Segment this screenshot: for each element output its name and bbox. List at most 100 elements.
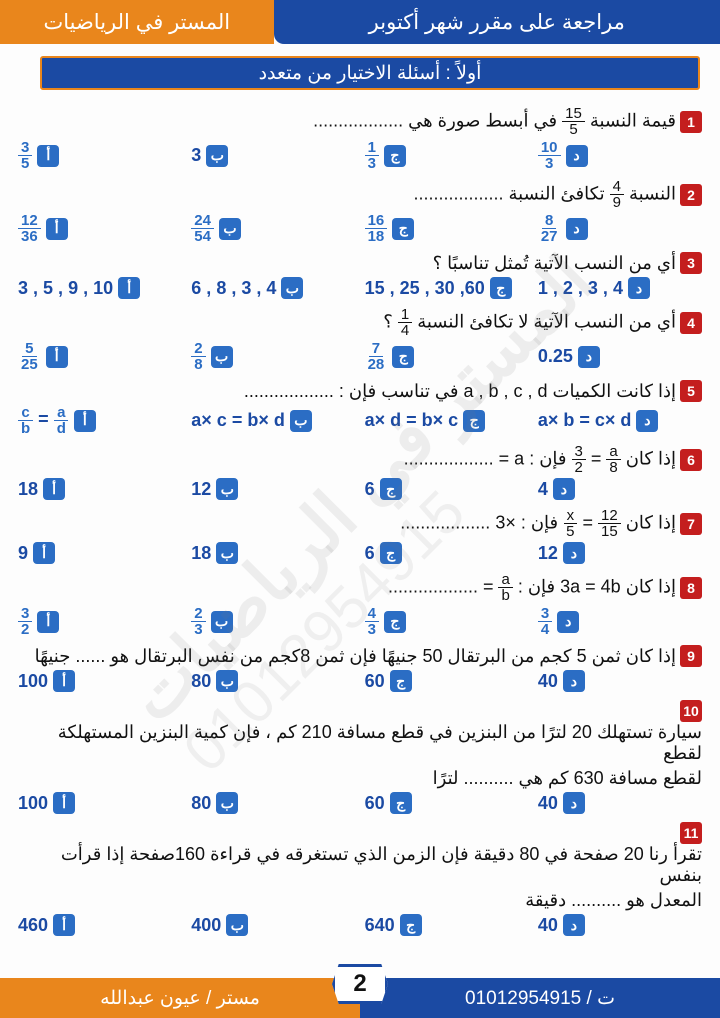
option[interactable]: دa× b = c× d: [538, 405, 702, 436]
option[interactable]: د34: [538, 606, 702, 637]
option-letter: د: [566, 145, 588, 167]
option-value: 28: [191, 341, 205, 372]
question-6: 6 إذا كان a8 = 32 فإن : a = ............…: [18, 444, 702, 475]
options-row-7: أ9 ب18 ج6 د12: [18, 542, 702, 564]
option-value: 12: [191, 479, 211, 500]
options-row-11: أ460 ب400 ج640 د40: [18, 914, 702, 936]
option[interactable]: أad = cb: [18, 405, 182, 436]
option[interactable]: أ100: [18, 792, 182, 814]
option-value: 4: [538, 479, 548, 500]
footer-left: ت / 01012954915: [360, 978, 720, 1018]
question-11: 11 تقرأ رنا 20 صفحة في 80 دقيقة فإن الزم…: [18, 822, 702, 886]
option-value: 9: [18, 543, 28, 564]
option-value: a× c = b× d: [191, 410, 285, 431]
question-text: النسبة 49 تكافئ النسبة .................…: [413, 179, 676, 210]
option[interactable]: ج728: [365, 341, 529, 372]
option-value: a× d = b× c: [365, 410, 459, 431]
question-10-cont: لقطع مسافة 630 كم هي .......... لترًا: [18, 768, 702, 789]
option[interactable]: ب400: [191, 914, 355, 936]
option-letter: ج: [463, 410, 485, 432]
option[interactable]: د40: [538, 792, 702, 814]
option-value: 827: [538, 213, 561, 244]
option[interactable]: ب23: [191, 606, 355, 637]
option[interactable]: ج60: [365, 670, 529, 692]
option[interactable]: ب2454: [191, 213, 355, 244]
options-row-3: أ10 , 9 , 5 , 3 ب4 , 3 , 8 , 6 ج60, 30 , 2…: [18, 277, 702, 299]
option-letter: ج: [384, 145, 406, 167]
option-letter: د: [563, 542, 585, 564]
options-row-4: أ525 ب 28 ج728 د0.25: [18, 341, 702, 372]
option[interactable]: د40: [538, 670, 702, 692]
option[interactable]: ب18: [191, 542, 355, 564]
option-letter: د: [557, 611, 579, 633]
option[interactable]: أ32: [18, 606, 182, 637]
option-letter: أ: [74, 410, 96, 432]
option[interactable]: د103: [538, 140, 702, 171]
option-letter: أ: [37, 611, 59, 633]
option[interactable]: ج1618: [365, 213, 529, 244]
option[interactable]: ب4 , 3 , 8 , 6: [191, 277, 355, 299]
option-letter: ب: [226, 914, 248, 936]
question-number: 1: [680, 111, 702, 133]
option[interactable]: أ35: [18, 140, 182, 171]
option[interactable]: ج43: [365, 606, 529, 637]
option[interactable]: ج6: [365, 542, 529, 564]
option-value: ad = cb: [18, 405, 69, 436]
option[interactable]: ج60: [365, 792, 529, 814]
option-value: 43: [365, 606, 379, 637]
option[interactable]: أ525: [18, 341, 182, 372]
option-value: 34: [538, 606, 552, 637]
option-value: a× b = c× d: [538, 410, 632, 431]
option[interactable]: أ18: [18, 478, 182, 500]
question-text: أي من النسب الآتية تُمثل تناسبًا ؟: [433, 253, 676, 274]
option[interactable]: ب 28: [191, 341, 355, 372]
option-letter: ب: [216, 542, 238, 564]
option[interactable]: أ9: [18, 542, 182, 564]
option[interactable]: جa× d = b× c: [365, 405, 529, 436]
option-value: 4 , 3 , 8 , 6: [191, 278, 276, 299]
option[interactable]: ج60, 30 , 25 , 15: [365, 277, 529, 299]
question-2: 2 النسبة 49 تكافئ النسبة ...............…: [18, 179, 702, 210]
option-letter: د: [566, 218, 588, 240]
question-11-cont: المعدل هو .......... دقيقة: [18, 890, 702, 911]
option[interactable]: ج640: [365, 914, 529, 936]
option[interactable]: أ460: [18, 914, 182, 936]
page: المستر في الرياضيات 01012954915 المستر ف…: [0, 0, 720, 1018]
option[interactable]: أ100: [18, 670, 182, 692]
option[interactable]: أ1236: [18, 213, 182, 244]
question-number: 7: [680, 513, 702, 535]
question-5: 5 إذا كانت الكميات a , b , c , d في تناس…: [18, 380, 702, 402]
option-value: 103: [538, 140, 561, 171]
option-letter: ب: [211, 346, 233, 368]
option-value: 40: [538, 915, 558, 936]
option-letter: ب: [211, 611, 233, 633]
option[interactable]: د827: [538, 213, 702, 244]
option[interactable]: ب3: [191, 140, 355, 171]
option[interactable]: ب80: [191, 670, 355, 692]
option-letter: أ: [53, 670, 75, 692]
option[interactable]: د12: [538, 542, 702, 564]
option-value: 12: [538, 543, 558, 564]
option[interactable]: د4: [538, 478, 702, 500]
option[interactable]: ج6: [365, 478, 529, 500]
question-7: 7 إذا كان 1215 = x5 فإن : ×3 ...........…: [18, 508, 702, 539]
option-letter: ج: [390, 670, 412, 692]
option-letter: ب: [206, 145, 228, 167]
option-letter: أ: [46, 346, 68, 368]
option-letter: ج: [392, 218, 414, 240]
option[interactable]: د0.25: [538, 341, 702, 372]
option-letter: ب: [281, 277, 303, 299]
option[interactable]: ب80: [191, 792, 355, 814]
option-value: 40: [538, 671, 558, 692]
option[interactable]: د4 , 3 , 2 , 1: [538, 277, 702, 299]
options-row-5: أad = cb بa× c = b× d جa× d = b× c دa× b = …: [18, 405, 702, 436]
option[interactable]: د40: [538, 914, 702, 936]
option[interactable]: ب12: [191, 478, 355, 500]
options-row-9: أ100 ب80 ج60 د40: [18, 670, 702, 692]
question-4: 4 أي من النسب الآتية لا تكافئ النسبة 14 …: [18, 307, 702, 338]
option-value: 80: [191, 671, 211, 692]
option[interactable]: بa× c = b× d: [191, 405, 355, 436]
option[interactable]: أ10 , 9 , 5 , 3: [18, 277, 182, 299]
option-value: 6: [365, 479, 375, 500]
option[interactable]: ج13: [365, 140, 529, 171]
